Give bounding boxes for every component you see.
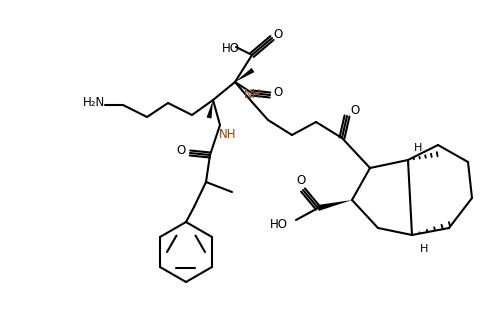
Text: H: H bbox=[414, 143, 422, 153]
Text: H₂N: H₂N bbox=[83, 97, 105, 110]
Text: O: O bbox=[350, 103, 360, 117]
Text: H: H bbox=[420, 244, 428, 254]
Text: NH: NH bbox=[219, 128, 237, 141]
Text: NH: NH bbox=[244, 87, 262, 100]
Text: HO: HO bbox=[270, 217, 288, 230]
Polygon shape bbox=[235, 68, 255, 82]
Text: HO: HO bbox=[222, 42, 240, 55]
Polygon shape bbox=[206, 100, 213, 119]
Text: O: O bbox=[297, 175, 306, 188]
Text: O: O bbox=[274, 28, 283, 40]
Polygon shape bbox=[317, 200, 352, 211]
Text: O: O bbox=[176, 145, 186, 157]
Text: O: O bbox=[274, 87, 283, 99]
